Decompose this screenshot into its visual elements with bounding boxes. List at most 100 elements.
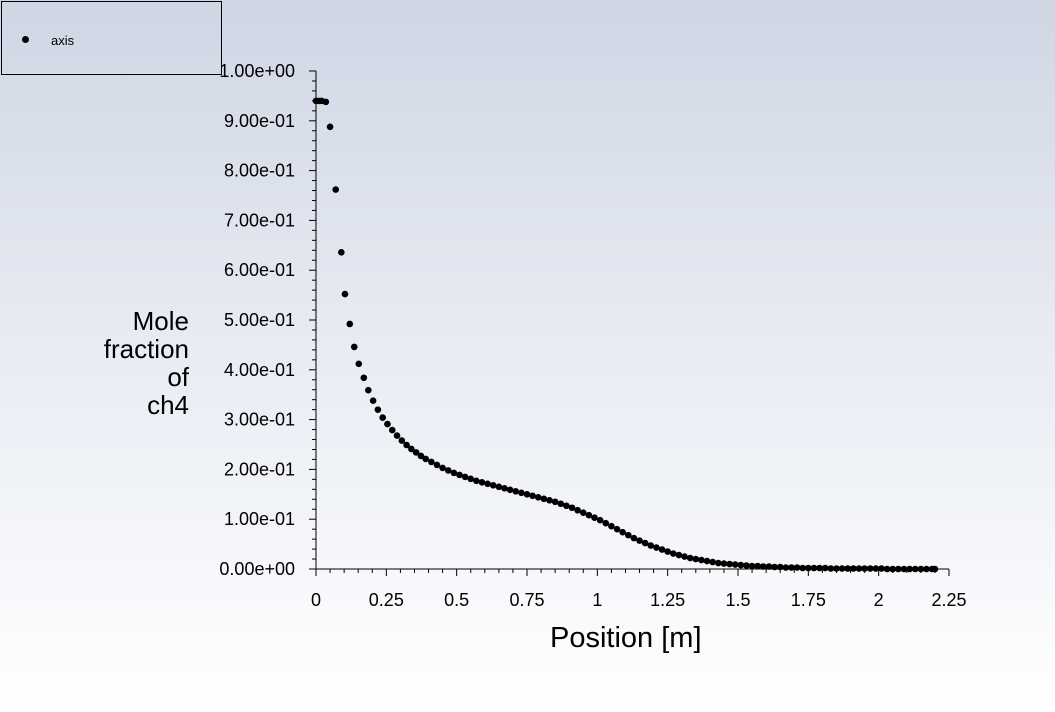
data-point [417,452,425,460]
y-axis-label-line: Mole [132,306,189,336]
data-point [827,565,835,572]
data-point [821,564,829,572]
data-point [506,486,514,494]
data-point [782,564,790,571]
data-point [422,455,430,463]
data-point [805,564,812,572]
data-point [731,561,739,568]
data-point [647,542,655,549]
y-tick-label: 9.00e-01 [224,111,295,131]
data-point [726,560,733,568]
data-point [878,565,885,572]
data-point [557,500,565,508]
data-point [613,525,621,533]
data-point [754,562,761,570]
data-point [720,560,728,567]
data-point [338,248,345,256]
x-tick-label: 1.5 [725,590,750,610]
data-point [838,565,846,572]
data-point [692,555,700,563]
data-point [484,480,491,488]
x-tick-label: 0.5 [444,590,469,610]
data-point [551,498,559,506]
data-point [664,548,671,555]
data-point [895,565,902,573]
data-point [478,479,486,486]
data-point [360,374,368,382]
data-point [393,432,401,439]
data-point [861,565,868,572]
y-axis-label: Mole fraction of ch4 [104,307,189,419]
y-axis-label-line: ch4 [147,390,189,420]
data-point [412,449,420,456]
data-point [379,414,386,421]
data-point [501,485,508,492]
data-point [428,458,435,466]
data-point [799,564,807,572]
data-point [816,564,823,572]
legend-marker [22,36,29,43]
data-point [911,565,919,573]
y-tick-label: 5.00e-01 [224,310,295,330]
x-axis-label: Position [m] [550,622,702,654]
data-point [793,564,801,571]
y-tick-label: 4.00e-01 [224,360,295,380]
data-point [346,320,354,328]
y-tick-label: 6.00e-01 [224,260,295,280]
data-point [653,544,660,551]
data-point [624,531,632,539]
data-point [715,559,722,567]
x-tick-label: 2.25 [931,590,966,610]
data-point [619,528,626,536]
axes: 0.00e+00 1.00e-01 2.00e-01 3.00e-01 4.00e-01… [219,61,966,610]
data-point [872,565,880,572]
data-point [365,386,372,394]
data-point [563,502,570,510]
data-point [388,426,396,434]
data-point [322,98,330,106]
data-point [534,493,542,501]
data-point [889,565,897,573]
data-point [703,557,711,565]
data-point [529,492,536,500]
data-point [765,563,773,570]
data-point [630,534,638,542]
data-point [855,565,863,572]
data-point [636,537,643,544]
data-point [743,562,750,569]
x-tick-label: 0 [311,590,321,610]
data-point [574,506,581,514]
data-point [844,565,852,572]
data-point [433,461,441,469]
data-point [641,539,649,547]
data-point [398,437,406,444]
data-point [833,565,840,572]
y-tick-label: 0.00e+00 [219,559,295,579]
data-point [403,441,410,449]
data-point [568,504,576,512]
data-point [350,343,358,351]
data-point [596,516,604,524]
data-point [473,477,480,485]
y-tick-label: 1.00e-01 [224,509,295,529]
data-point [518,489,525,497]
data-point [341,290,349,298]
data-point [686,554,694,562]
data-point [776,563,784,571]
legend: axis [1,1,222,75]
data-point [669,550,677,557]
y-tick-label: 1.00e+00 [219,61,295,81]
data-point [866,565,874,572]
data-point [810,564,818,572]
data-point [771,563,778,571]
data-point [602,519,610,527]
data-point [456,471,463,479]
data-point [906,565,913,573]
data-point [512,488,520,495]
data-point [675,551,683,559]
data-point [850,565,857,572]
data-point [608,522,615,530]
data-point [384,420,391,428]
data-point [332,186,339,193]
data-point [760,563,767,570]
